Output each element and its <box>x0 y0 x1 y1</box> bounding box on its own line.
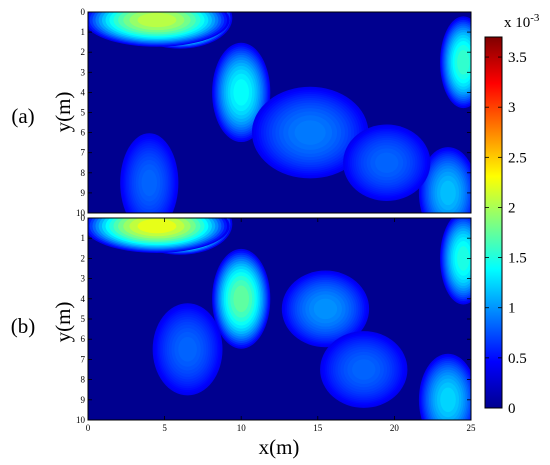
colorbar-label: x 10-3 <box>504 12 540 31</box>
y-tick-label: 4 <box>81 87 86 97</box>
y-tick-label: 3 <box>81 67 86 77</box>
y-tick-label: 7 <box>81 148 86 158</box>
ylabel-b: y(m) <box>51 302 75 343</box>
colorbar-tick-label: 1.5 <box>508 251 527 267</box>
panel-a: 0 1 2 3 4 5 6 7 8 9 10 y(m) (a) <box>11 7 472 218</box>
y-tick-label: 7 <box>81 354 86 364</box>
y-tick-label: 0 <box>81 213 86 223</box>
contour-band <box>457 50 470 75</box>
colorbar-tick-label: 1 <box>508 301 516 317</box>
y-tick-label: 8 <box>81 168 86 178</box>
contour-band <box>440 387 456 413</box>
colorbar-tick-label: 0.5 <box>508 351 527 367</box>
x-tick-label: 10 <box>237 423 247 433</box>
colorbar-ticks: 0 0.5 1 1.5 2 2.5 3 3.5 <box>485 50 527 417</box>
contour-band <box>294 120 326 145</box>
contour-band <box>178 336 197 362</box>
x-tick-label: 15 <box>313 423 323 433</box>
contour-band <box>137 12 177 28</box>
y-tick-label: 8 <box>81 375 86 385</box>
colorbar-gradient <box>484 36 503 409</box>
xlabel-b: x(m) <box>259 435 300 459</box>
heatmap-b <box>88 218 471 420</box>
x-tick-label: 25 <box>467 423 477 433</box>
y-tick-label: 0 <box>81 7 86 17</box>
panel-label-b: (b) <box>11 314 36 338</box>
y-tick-label: 6 <box>81 128 86 138</box>
heatmap-a <box>88 12 471 213</box>
y-tick-label: 9 <box>81 188 86 198</box>
y-ticks-a: 0 1 2 3 4 5 6 7 8 9 10 <box>76 7 471 218</box>
panel-label-a: (a) <box>11 104 34 128</box>
colorbar-tick-label: 2 <box>508 200 516 216</box>
colorbar-tick-label: 2.5 <box>508 150 527 166</box>
contour-band <box>375 152 399 173</box>
colorbar-tick-label: 3.5 <box>508 50 527 66</box>
contour-band <box>457 246 470 271</box>
colorbar-tick-label: 3 <box>508 100 516 116</box>
x-tick-label: 0 <box>86 423 91 433</box>
contour-band <box>141 169 158 197</box>
y-tick-label: 10 <box>76 208 86 218</box>
contour-band <box>352 359 376 380</box>
colorbar: 0 0.5 1 1.5 2 2.5 3 3.5 x 10-3 <box>484 12 540 417</box>
y-tick-label: 2 <box>81 47 86 57</box>
y-tick-label: 1 <box>81 233 86 243</box>
y-tick-label: 6 <box>81 334 86 344</box>
y-tick-label: 5 <box>81 314 86 324</box>
contour-band <box>137 218 177 234</box>
contour-band <box>313 298 338 320</box>
y-ticks-b: 0 1 2 3 4 5 6 7 8 9 10 <box>76 213 471 425</box>
colorbar-label-exponent: -3 <box>530 12 540 24</box>
colorbar-tick-label: 0 <box>508 401 516 417</box>
x-tick-label: 20 <box>390 423 400 433</box>
x-ticks-b: 0 5 10 15 20 25 <box>86 218 476 433</box>
y-tick-label: 4 <box>81 294 86 304</box>
contour-band <box>233 79 249 106</box>
contour-band <box>440 180 456 206</box>
y-tick-label: 2 <box>81 253 86 263</box>
x-tick-label: 5 <box>162 423 167 433</box>
panel-b: 0 1 2 3 4 5 6 7 8 9 10 0 5 10 15 20 25 y(m) (b) x(m) <box>11 213 476 459</box>
y-tick-label: 9 <box>81 395 86 405</box>
ylabel-a: y(m) <box>51 92 75 133</box>
contour-band <box>233 285 249 313</box>
y-tick-label: 10 <box>76 415 86 425</box>
y-tick-label: 1 <box>81 27 86 37</box>
colorbar-label-base: x 10 <box>504 15 530 31</box>
y-tick-label: 5 <box>81 108 86 118</box>
y-tick-label: 3 <box>81 274 86 284</box>
